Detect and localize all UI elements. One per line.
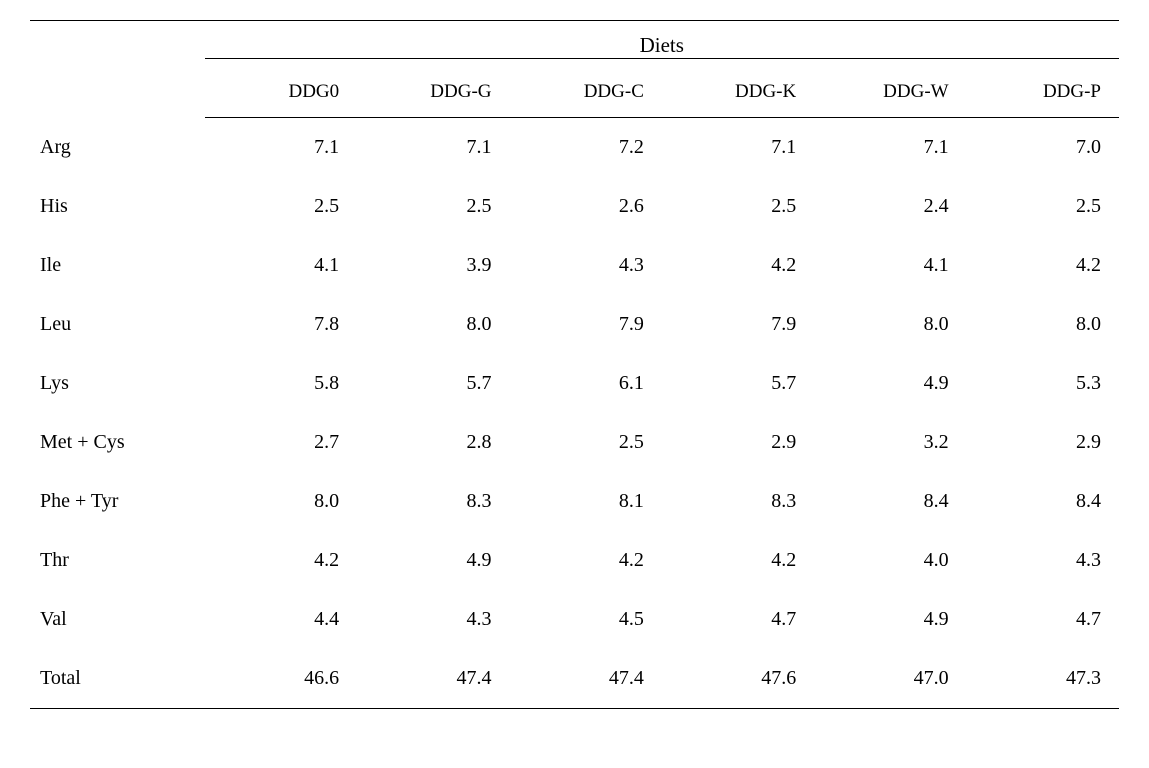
row-label: Arg — [30, 118, 205, 178]
cell: 5.7 — [357, 354, 509, 413]
row-label: Lys — [30, 354, 205, 413]
cell: 4.2 — [510, 531, 662, 590]
cell: 6.1 — [510, 354, 662, 413]
spanner-rule — [205, 58, 1119, 59]
cell: 4.3 — [510, 236, 662, 295]
table-row: Lys 5.8 5.7 6.1 5.7 4.9 5.3 — [30, 354, 1119, 413]
row-label: Ile — [30, 236, 205, 295]
cell: 3.9 — [357, 236, 509, 295]
cell: 8.0 — [205, 472, 358, 531]
cell: 2.9 — [662, 413, 814, 472]
cell: 2.5 — [357, 177, 509, 236]
cell: 47.4 — [357, 649, 509, 709]
col-header: DDG-C — [510, 67, 662, 118]
cell: 47.6 — [662, 649, 814, 709]
cell: 2.7 — [205, 413, 358, 472]
cell: 47.4 — [510, 649, 662, 709]
table-row: Met + Cys 2.7 2.8 2.5 2.9 3.2 2.9 — [30, 413, 1119, 472]
amino-acid-diet-table: Diets DDG0 DDG-G DDG-C DDG-K DDG-W DDG-P… — [30, 20, 1119, 709]
cell: 8.4 — [967, 472, 1119, 531]
table-row: Val 4.4 4.3 4.5 4.7 4.9 4.7 — [30, 590, 1119, 649]
cell: 4.7 — [662, 590, 814, 649]
column-spanner: Diets — [205, 21, 1119, 68]
cell: 4.1 — [205, 236, 358, 295]
cell: 47.0 — [814, 649, 966, 709]
table-row: Thr 4.2 4.9 4.2 4.2 4.0 4.3 — [30, 531, 1119, 590]
cell: 4.2 — [967, 236, 1119, 295]
cell: 7.1 — [814, 118, 966, 178]
cell: 4.0 — [814, 531, 966, 590]
cell: 7.0 — [967, 118, 1119, 178]
cell: 4.7 — [967, 590, 1119, 649]
col-header: DDG-G — [357, 67, 509, 118]
cell: 8.1 — [510, 472, 662, 531]
cell: 4.9 — [814, 354, 966, 413]
table-row: Leu 7.8 8.0 7.9 7.9 8.0 8.0 — [30, 295, 1119, 354]
cell: 7.1 — [662, 118, 814, 178]
cell: 4.3 — [967, 531, 1119, 590]
cell: 8.3 — [357, 472, 509, 531]
row-label: Leu — [30, 295, 205, 354]
cell: 2.4 — [814, 177, 966, 236]
table-row: Ile 4.1 3.9 4.3 4.2 4.1 4.2 — [30, 236, 1119, 295]
cell: 5.8 — [205, 354, 358, 413]
cell: 7.9 — [510, 295, 662, 354]
cell: 4.9 — [357, 531, 509, 590]
table-row-total: Total 46.6 47.4 47.4 47.6 47.0 47.3 — [30, 649, 1119, 709]
stub-head — [30, 21, 205, 118]
cell: 47.3 — [967, 649, 1119, 709]
table-header: Diets DDG0 DDG-G DDG-C DDG-K DDG-W DDG-P — [30, 21, 1119, 118]
row-label: His — [30, 177, 205, 236]
table-row: His 2.5 2.5 2.6 2.5 2.4 2.5 — [30, 177, 1119, 236]
cell: 8.3 — [662, 472, 814, 531]
cell: 2.5 — [662, 177, 814, 236]
cell: 8.0 — [814, 295, 966, 354]
cell: 2.5 — [510, 413, 662, 472]
cell: 7.2 — [510, 118, 662, 178]
cell: 4.4 — [205, 590, 358, 649]
col-header: DDG-P — [967, 67, 1119, 118]
cell: 7.1 — [205, 118, 358, 178]
col-header: DDG0 — [205, 67, 358, 118]
cell: 7.1 — [357, 118, 509, 178]
table-row: Arg 7.1 7.1 7.2 7.1 7.1 7.0 — [30, 118, 1119, 178]
cell: 4.5 — [510, 590, 662, 649]
cell: 5.3 — [967, 354, 1119, 413]
row-label: Phe + Tyr — [30, 472, 205, 531]
cell: 7.9 — [662, 295, 814, 354]
cell: 2.5 — [205, 177, 358, 236]
cell: 7.8 — [205, 295, 358, 354]
cell: 4.2 — [662, 236, 814, 295]
cell: 2.9 — [967, 413, 1119, 472]
table-row: Phe + Tyr 8.0 8.3 8.1 8.3 8.4 8.4 — [30, 472, 1119, 531]
cell: 4.2 — [205, 531, 358, 590]
col-header: DDG-K — [662, 67, 814, 118]
cell: 5.7 — [662, 354, 814, 413]
cell: 8.4 — [814, 472, 966, 531]
row-label: Thr — [30, 531, 205, 590]
cell: 4.2 — [662, 531, 814, 590]
table-body: Arg 7.1 7.1 7.2 7.1 7.1 7.0 His 2.5 2.5 … — [30, 118, 1119, 709]
spanner-label: Diets — [640, 33, 684, 57]
cell: 4.1 — [814, 236, 966, 295]
cell: 2.5 — [967, 177, 1119, 236]
cell: 8.0 — [967, 295, 1119, 354]
row-label: Val — [30, 590, 205, 649]
cell: 2.6 — [510, 177, 662, 236]
cell: 4.9 — [814, 590, 966, 649]
cell: 4.3 — [357, 590, 509, 649]
col-header: DDG-W — [814, 67, 966, 118]
cell: 3.2 — [814, 413, 966, 472]
cell: 2.8 — [357, 413, 509, 472]
row-label: Met + Cys — [30, 413, 205, 472]
cell: 46.6 — [205, 649, 358, 709]
cell: 8.0 — [357, 295, 509, 354]
row-label: Total — [30, 649, 205, 709]
